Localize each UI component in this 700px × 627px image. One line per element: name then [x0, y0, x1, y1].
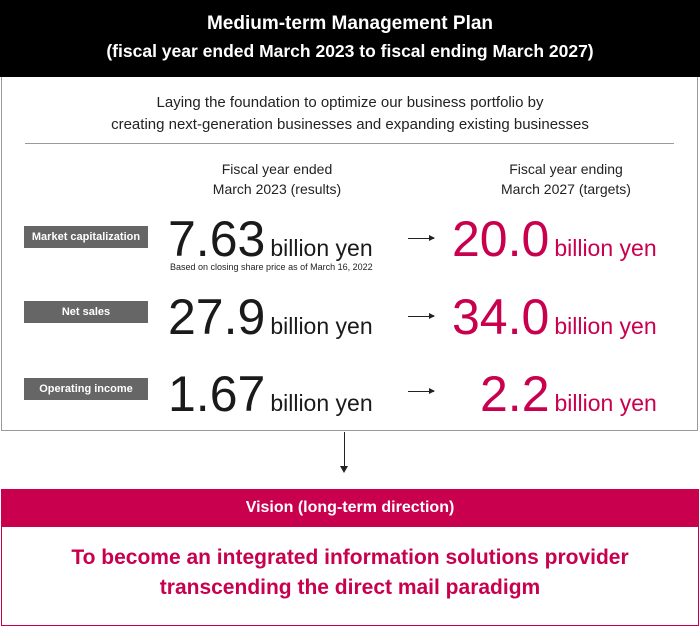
right-arrow-icon	[408, 313, 435, 319]
target-unit: billion yen	[554, 390, 657, 416]
market-capitalization-target: 20.0 billion yen	[452, 214, 657, 264]
down-arrow-icon	[344, 432, 345, 470]
result-value: 1.67	[168, 366, 266, 422]
result-unit: billion yen	[270, 235, 373, 261]
plan-period: (fiscal year ended March 2023 to fiscal …	[106, 41, 594, 61]
targets-heading-line-1: Fiscal year ending	[509, 161, 623, 177]
target-value: 34.0	[452, 289, 550, 345]
results-heading-line-1: Fiscal year ended	[221, 161, 333, 177]
operating-income-target: 2.2 billion yen	[480, 369, 657, 419]
right-arrow-icon	[408, 388, 435, 394]
targets-column-heading: Fiscal year ending March 2027 (targets)	[466, 159, 666, 199]
down-arrow-head-icon	[340, 466, 348, 473]
intro-line-1: Laying the foundation to optimize our bu…	[156, 94, 544, 111]
metric-label-market-capitalization: Market capitalization	[24, 226, 148, 248]
vision-line-2: transcending the direct mail paradigm	[159, 576, 541, 599]
plan-panel	[1, 77, 698, 431]
target-unit: billion yen	[554, 235, 657, 261]
target-value: 20.0	[452, 211, 550, 267]
intro-line-2: creating next-generation businesses and …	[111, 116, 589, 133]
metric-label-net-sales: Net sales	[24, 301, 148, 323]
metric-label-operating-income: Operating income	[24, 378, 148, 400]
vision-statement: To become an integrated information solu…	[1, 527, 699, 626]
market-capitalization-note: Based on closing share price as of March…	[170, 262, 373, 272]
right-arrow-icon	[408, 235, 435, 241]
results-column-heading: Fiscal year ended March 2023 (results)	[182, 159, 372, 199]
result-value: 7.63	[168, 211, 266, 267]
net-sales-target: 34.0 billion yen	[452, 292, 657, 342]
vision-line-1: To become an integrated information solu…	[71, 546, 629, 569]
vision-heading: Vision (long-term direction)	[1, 489, 699, 527]
plan-header: Medium-term Management Plan (fiscal year…	[0, 0, 700, 77]
plan-title: Medium-term Management Plan	[206, 13, 494, 34]
target-value: 2.2	[480, 366, 550, 422]
result-unit: billion yen	[270, 390, 373, 416]
plan-intro: Laying the foundation to optimize our bu…	[0, 92, 700, 136]
operating-income-result: 1.67 billion yen	[168, 369, 373, 419]
results-heading-line-2: March 2023 (results)	[212, 181, 342, 197]
market-capitalization-result: 7.63 billion yen	[168, 214, 373, 264]
result-unit: billion yen	[270, 313, 373, 339]
result-value: 27.9	[168, 289, 266, 345]
net-sales-result: 27.9 billion yen	[168, 292, 373, 342]
target-unit: billion yen	[554, 313, 657, 339]
targets-heading-line-2: March 2027 (targets)	[501, 181, 631, 197]
divider	[25, 143, 674, 144]
